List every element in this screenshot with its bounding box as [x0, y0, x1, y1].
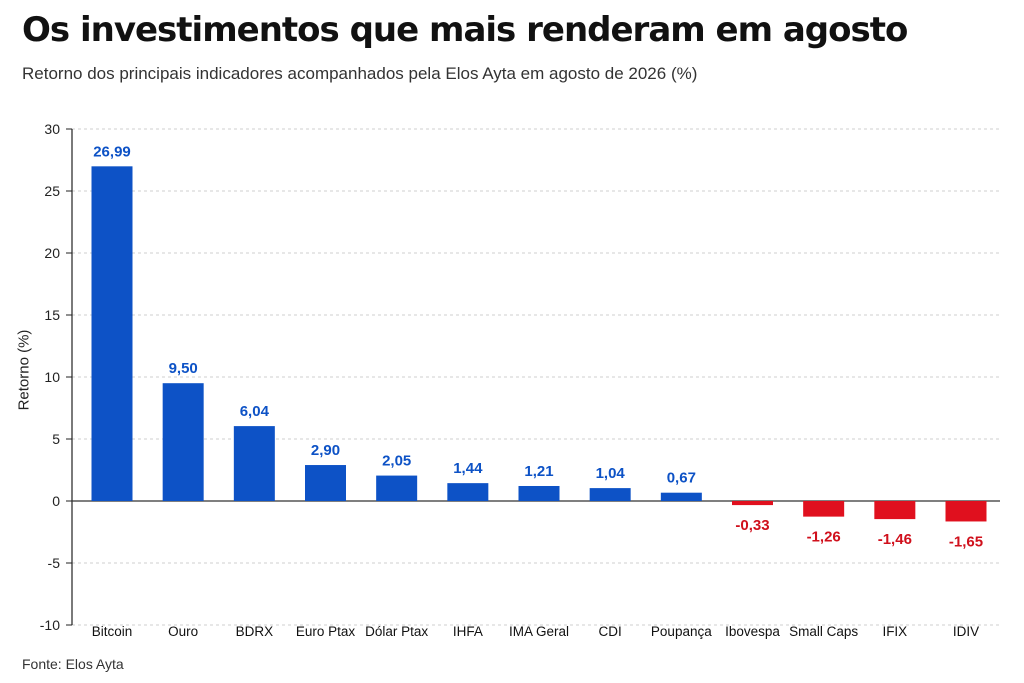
y-tick-label: -10 — [40, 617, 60, 633]
bar-small-caps — [803, 501, 845, 517]
data-label: 1,04 — [596, 465, 626, 482]
bar-ima-geral — [518, 485, 560, 501]
category-label: Ibovespa — [725, 624, 780, 639]
category-label: IMA Geral — [509, 624, 569, 639]
chart-subtitle: Retorno dos principais indicadores acomp… — [22, 64, 698, 83]
y-tick-label: 30 — [44, 121, 60, 137]
bar-poupan-a — [660, 492, 702, 501]
bar-ifix — [874, 501, 916, 520]
data-label: -1,46 — [878, 531, 912, 548]
bar-d-lar-ptax — [376, 475, 418, 501]
bar-ibovespa — [732, 501, 773, 506]
bar-euro-ptax — [305, 465, 346, 501]
y-tick-label: 5 — [52, 431, 60, 447]
data-label: -0,33 — [735, 517, 769, 534]
chart-title: Os investimentos que mais renderam em ag… — [22, 10, 908, 50]
data-label: 1,21 — [524, 463, 553, 480]
y-tick-label: 0 — [52, 493, 60, 509]
data-label: 0,67 — [667, 470, 696, 487]
data-label: 9,50 — [169, 360, 198, 377]
data-label: 2,90 — [311, 442, 340, 459]
y-tick-label: -5 — [48, 555, 61, 571]
category-label: Euro Ptax — [296, 624, 356, 639]
bar-bitcoin — [91, 166, 133, 501]
bar-ihfa — [447, 483, 489, 501]
data-label: -1,65 — [949, 533, 983, 550]
bar-cdi — [589, 488, 631, 501]
y-tick-label: 15 — [44, 307, 60, 323]
category-label: Bitcoin — [92, 624, 133, 639]
category-label: Dólar Ptax — [365, 624, 428, 639]
source-note: Fonte: Elos Ayta — [22, 656, 124, 672]
category-label: Ouro — [168, 624, 198, 639]
data-label: 26,99 — [93, 143, 131, 160]
bar-ouro — [162, 383, 204, 501]
y-tick-label: 10 — [44, 369, 60, 385]
category-label: IFIX — [882, 624, 907, 639]
data-label: 1,44 — [453, 460, 483, 477]
category-label: Small Caps — [789, 624, 858, 639]
data-label: 6,04 — [240, 403, 270, 420]
category-label: IHFA — [453, 624, 483, 639]
category-label: IDIV — [953, 624, 979, 639]
category-label: Poupança — [651, 624, 712, 639]
category-label: BDRX — [236, 624, 274, 639]
bar-idiv — [945, 501, 987, 522]
bar-bdrx — [233, 426, 275, 501]
data-label: -1,26 — [807, 529, 841, 546]
data-label: 2,05 — [382, 453, 411, 470]
y-tick-label: 25 — [44, 183, 60, 199]
category-label: CDI — [599, 624, 622, 639]
y-tick-label: 20 — [44, 245, 60, 261]
